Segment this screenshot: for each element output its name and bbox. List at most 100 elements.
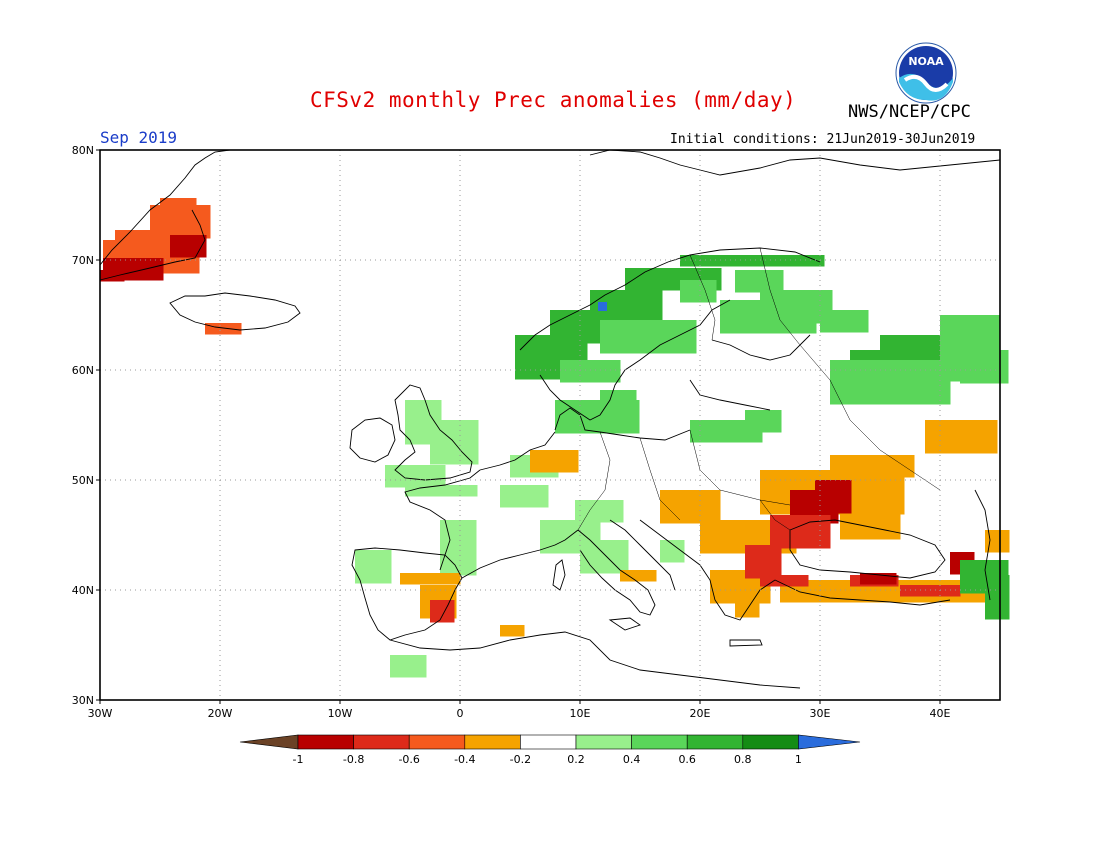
- anomaly-cell-ukraine-black-sea: [840, 517, 853, 529]
- anomaly-cell-ukraine-black-sea: [710, 592, 723, 604]
- anomaly-cell-ukraine-black-sea: [760, 492, 773, 504]
- anomaly-cell-ukraine-black-sea: [804, 591, 817, 603]
- anomaly-cell-scandinavia: [914, 371, 927, 383]
- anomaly-cell-british-isles: [433, 465, 446, 477]
- anomaly-cell-scandinavia: [796, 312, 809, 324]
- anomaly-cell-norway-coast: [637, 268, 650, 280]
- anomaly-cell-turkey: [794, 515, 807, 527]
- anomaly-cell-east-greenland-coast: [884, 573, 897, 585]
- anomaly-cell-ukraine-black-sea: [961, 420, 974, 432]
- anomaly-cell-british-isles: [552, 531, 565, 543]
- colorbar-swatch: [742, 734, 799, 750]
- anomaly-cell-ukraine-black-sea: [985, 530, 998, 542]
- anomaly-cell-british-isles: [454, 442, 467, 454]
- anomaly-cell-british-isles: [466, 453, 479, 465]
- anomaly-cell-ukraine-black-sea: [925, 442, 938, 454]
- anomaly-cell-scandinavia: [735, 270, 748, 282]
- colorbar-label: -1: [293, 753, 304, 766]
- anomaly-cell-norway-coast: [550, 321, 563, 333]
- anomaly-cell-norway-coast: [740, 255, 753, 267]
- graticule: [100, 150, 1000, 700]
- anomaly-cell-western-russia: [892, 335, 905, 347]
- anomaly-cell-scandinavia: [555, 422, 568, 434]
- anomaly-cell-ukraine-black-sea: [734, 592, 747, 604]
- anomaly-cell-norway-coast: [515, 368, 528, 380]
- anomaly-cell-norway-coast: [800, 255, 813, 267]
- anomaly-cell-east-greenland: [184, 198, 197, 210]
- anomaly-cell-moldova: [827, 502, 840, 514]
- anomaly-cell-iberia-nw: [367, 561, 380, 573]
- anomaly-cell-ukraine-black-sea: [985, 420, 998, 432]
- anomaly-cell-ukraine-black-sea: [949, 420, 962, 432]
- anomaly-cell-scandinavia: [830, 360, 843, 372]
- anomaly-cell-scandinavia: [732, 300, 745, 312]
- anomaly-cell-caucasus: [960, 560, 973, 572]
- anomaly-cell-ukraine-black-sea: [876, 591, 889, 603]
- anomaly-cell-british-isles: [440, 564, 453, 576]
- anomaly-cell-east-greenland: [187, 262, 200, 274]
- anomaly-cell-scandinavia: [684, 331, 697, 343]
- anomaly-cell-ukraine-black-sea: [712, 542, 725, 554]
- anomaly-cell-turkey: [782, 537, 795, 549]
- anomaly-cell-ukraine-black-sea: [748, 531, 761, 543]
- anomaly-cell-iberia-nw: [379, 572, 392, 584]
- anomaly-cell-spain-east: [530, 450, 543, 462]
- anomaly-cell-scandinavia: [624, 342, 637, 354]
- anomaly-cell-scandinavia: [772, 290, 785, 302]
- anomaly-cell-norway-coast: [586, 332, 599, 344]
- anomaly-cell-east-greenland: [151, 251, 164, 263]
- anomaly-cell-western-russia: [880, 335, 893, 347]
- anomaly-cell-british-isles: [592, 551, 605, 563]
- anomaly-cell-caucasus: [997, 575, 1010, 587]
- anomaly-cell-east-greenland-coast: [170, 235, 183, 247]
- anomaly-cell-turkey: [818, 537, 831, 549]
- anomaly-cell-norway-coast: [649, 268, 662, 280]
- anomaly-cell-scandinavia: [976, 326, 989, 338]
- anomaly-cell-norway-coast: [638, 301, 651, 313]
- anomaly-cell-east-greenland-coast: [950, 552, 963, 564]
- anomaly-cell-ukraine-black-sea: [820, 470, 833, 482]
- anomaly-cell-scandinavia: [914, 360, 927, 372]
- anomaly-cell-east-greenland: [162, 227, 175, 239]
- anomaly-cell-british-isles: [536, 485, 549, 497]
- anomaly-cell-east-greenland: [162, 205, 175, 217]
- anomaly-cell-british-isles: [587, 511, 600, 523]
- anomaly-cell-scandinavia: [684, 342, 697, 354]
- anomaly-cell-scandinavia: [615, 411, 628, 423]
- anomaly-cell-scandinavia: [832, 310, 845, 322]
- anomaly-cell-caucasus: [985, 586, 998, 598]
- anomaly-cell-scandinavia: [984, 372, 997, 384]
- anomaly-cell-british-isles: [454, 453, 467, 465]
- anomaly-cell-ukraine-black-sea: [949, 431, 962, 443]
- anomaly-cell-iberia-nw: [355, 561, 368, 573]
- anomaly-cell-turkey: [782, 526, 795, 538]
- colorbar-swatch: [408, 734, 466, 750]
- anomaly-cell-ukraine-black-sea: [985, 431, 998, 443]
- anomaly-cell-norway-coast: [614, 301, 627, 313]
- anomaly-cell-iceland-south: [205, 323, 218, 335]
- anomaly-cell-norway-coast: [515, 357, 528, 369]
- anomaly-cell-scandinavia: [796, 301, 809, 313]
- anomaly-cell-east-greenland: [186, 216, 199, 228]
- anomaly-cell-east-greenland: [151, 240, 164, 252]
- anomaly-cell-scandinavia: [759, 270, 772, 282]
- anomaly-cell-ukraine-black-sea: [734, 581, 747, 593]
- anomaly-cell-scandinavia: [690, 431, 703, 443]
- anomaly-cell-british-isles: [466, 431, 479, 443]
- anomaly-cell-british-isles: [540, 520, 553, 532]
- anomaly-cell-east-greenland: [103, 251, 116, 263]
- anomaly-cell-ukraine-black-sea: [712, 520, 725, 532]
- anomaly-cell-scandinavia: [808, 301, 821, 313]
- anomaly-cell-scandinavia: [612, 401, 625, 413]
- anomaly-cell-scandinavia: [624, 401, 637, 413]
- anomaly-cell-iberia-nw: [355, 550, 368, 562]
- anomaly-cell-ukraine-black-sea: [876, 528, 889, 540]
- anomaly-cell-turkey: [796, 575, 809, 587]
- colorbar-label: 0.6: [678, 753, 696, 766]
- anomaly-cell-scandinavia: [952, 326, 965, 338]
- anomaly-cell-british-isles: [421, 465, 434, 477]
- anomaly-cell-caucasus: [960, 582, 973, 594]
- anomaly-cell-scandinavia: [660, 331, 673, 343]
- anomaly-cell-ukraine-black-sea: [660, 490, 673, 502]
- anomaly-cell-scandinavia: [784, 312, 797, 324]
